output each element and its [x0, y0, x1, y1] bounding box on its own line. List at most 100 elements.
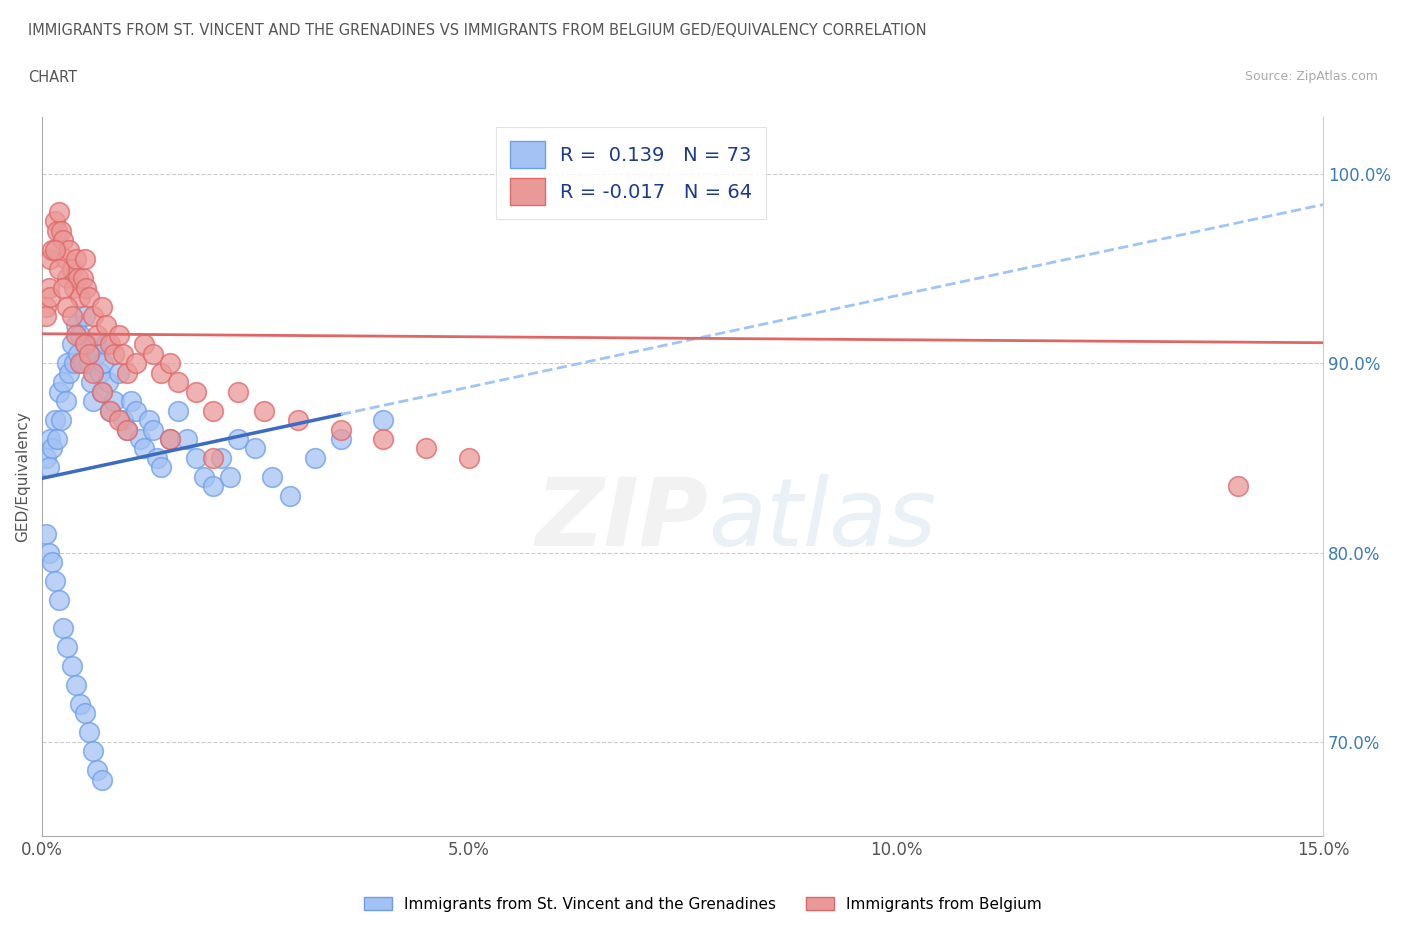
Point — [44, 413, 66, 428]
Point — [80, 375, 103, 390]
Point — [48, 384, 70, 399]
Point — [142, 422, 165, 437]
Point — [159, 356, 181, 371]
Point — [65, 318, 87, 333]
Point — [38, 545, 60, 560]
Point — [41, 441, 63, 456]
Point — [329, 432, 352, 446]
Point — [115, 422, 138, 437]
Point — [35, 309, 58, 324]
Point — [89, 365, 111, 380]
Point — [103, 393, 125, 408]
Point — [69, 289, 91, 304]
Point — [90, 384, 112, 399]
Point — [41, 554, 63, 569]
Point — [58, 243, 80, 258]
Point — [60, 261, 83, 276]
Point — [46, 223, 69, 238]
Point — [75, 280, 97, 295]
Point — [201, 403, 224, 418]
Point — [56, 271, 79, 286]
Point — [49, 223, 72, 238]
Point — [1226, 479, 1249, 494]
Point — [129, 432, 152, 446]
Point — [48, 592, 70, 607]
Point — [35, 299, 58, 314]
Point — [98, 403, 121, 418]
Point — [38, 280, 60, 295]
Point — [46, 432, 69, 446]
Point — [48, 261, 70, 276]
Y-axis label: GED/Equivalency: GED/Equivalency — [15, 411, 30, 542]
Point — [44, 243, 66, 258]
Point — [77, 356, 100, 371]
Point — [226, 384, 249, 399]
Point — [44, 574, 66, 589]
Point — [121, 393, 143, 408]
Point — [159, 432, 181, 446]
Point — [90, 299, 112, 314]
Point — [41, 243, 63, 258]
Point — [373, 413, 395, 428]
Legend: Immigrants from St. Vincent and the Grenadines, Immigrants from Belgium: Immigrants from St. Vincent and the Gren… — [359, 890, 1047, 918]
Point — [82, 744, 104, 759]
Point — [69, 356, 91, 371]
Point — [73, 706, 96, 721]
Point — [52, 375, 75, 390]
Point — [201, 479, 224, 494]
Point — [98, 403, 121, 418]
Point — [98, 337, 121, 352]
Point — [39, 432, 62, 446]
Point — [159, 432, 181, 446]
Point — [58, 365, 80, 380]
Point — [115, 422, 138, 437]
Point — [55, 252, 77, 267]
Point — [69, 697, 91, 711]
Text: IMMIGRANTS FROM ST. VINCENT AND THE GRENADINES VS IMMIGRANTS FROM BELGIUM GED/EQ: IMMIGRANTS FROM ST. VINCENT AND THE GREN… — [28, 23, 927, 38]
Point — [226, 432, 249, 446]
Point — [35, 450, 58, 465]
Point — [39, 289, 62, 304]
Point — [77, 724, 100, 739]
Point — [60, 658, 83, 673]
Point — [184, 384, 207, 399]
Text: Source: ZipAtlas.com: Source: ZipAtlas.com — [1244, 70, 1378, 83]
Point — [94, 318, 117, 333]
Point — [60, 309, 83, 324]
Point — [304, 450, 326, 465]
Point — [146, 450, 169, 465]
Point — [253, 403, 276, 418]
Point — [73, 252, 96, 267]
Point — [201, 450, 224, 465]
Point — [73, 309, 96, 324]
Point — [52, 232, 75, 247]
Point — [86, 346, 108, 361]
Point — [66, 346, 89, 361]
Point — [52, 280, 75, 295]
Point — [83, 337, 105, 352]
Point — [38, 460, 60, 475]
Point — [39, 252, 62, 267]
Point — [49, 413, 72, 428]
Text: atlas: atlas — [709, 474, 936, 565]
Point — [176, 432, 198, 446]
Point — [150, 460, 173, 475]
Point — [56, 299, 79, 314]
Point — [56, 640, 79, 655]
Point — [115, 365, 138, 380]
Point — [107, 365, 129, 380]
Point — [103, 346, 125, 361]
Point — [138, 413, 160, 428]
Point — [65, 678, 87, 693]
Point — [245, 441, 267, 456]
Point — [167, 403, 190, 418]
Point — [63, 356, 86, 371]
Point — [82, 365, 104, 380]
Point — [142, 346, 165, 361]
Legend: R =  0.139   N = 73, R = -0.017   N = 64: R = 0.139 N = 73, R = -0.017 N = 64 — [496, 127, 766, 219]
Point — [107, 413, 129, 428]
Point — [77, 346, 100, 361]
Point — [52, 620, 75, 635]
Point — [218, 470, 240, 485]
Point — [86, 763, 108, 777]
